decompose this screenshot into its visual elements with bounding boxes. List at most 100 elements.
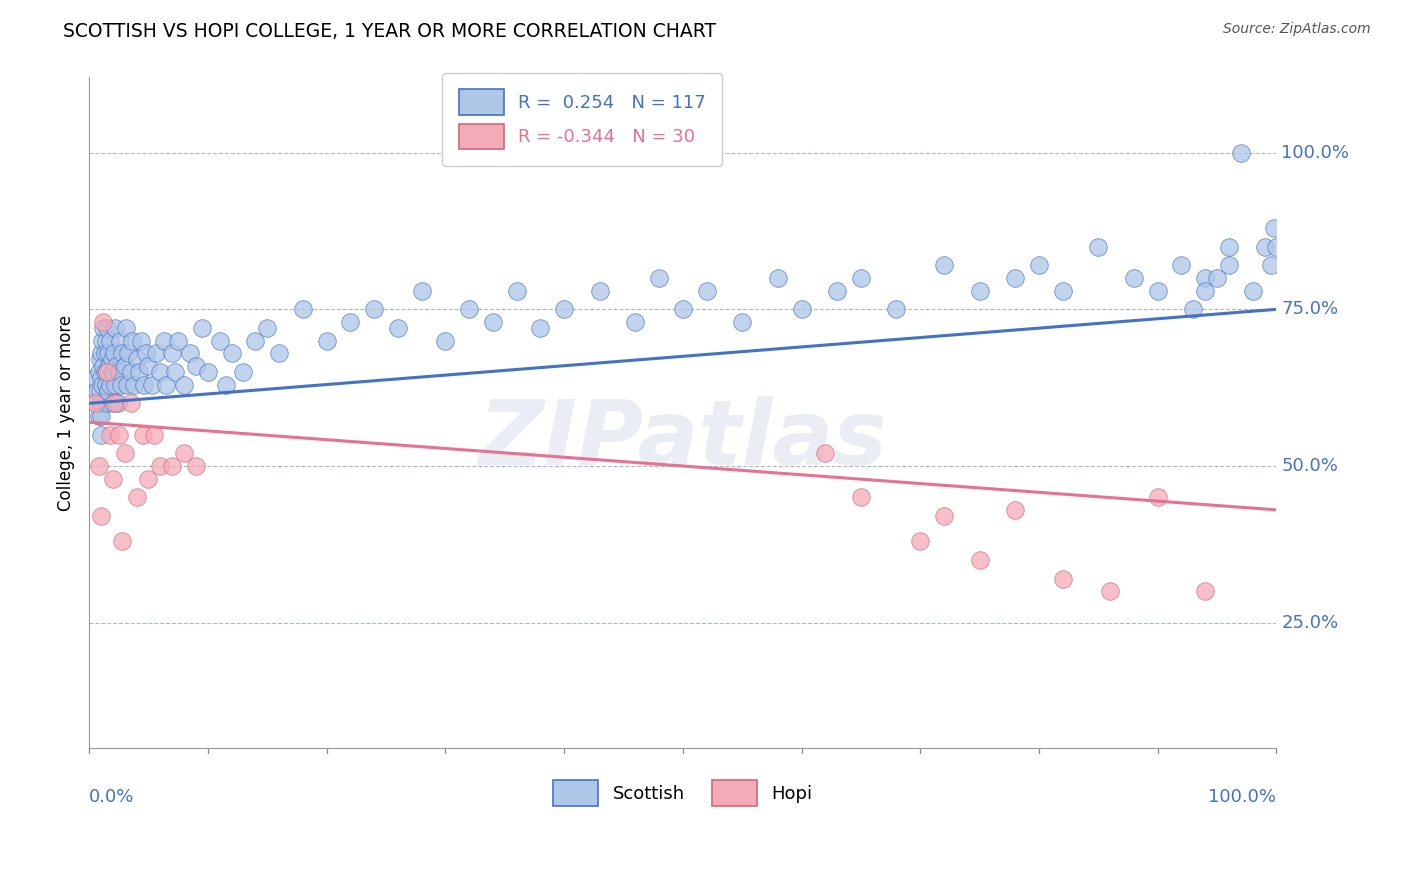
Point	[122, 377, 145, 392]
Point	[103, 346, 125, 360]
Point	[1241, 284, 1264, 298]
Point	[90, 396, 112, 410]
Point	[160, 458, 183, 473]
Point	[1182, 302, 1205, 317]
Point	[291, 302, 314, 317]
Point	[932, 259, 955, 273]
Text: 50.0%: 50.0%	[1281, 457, 1339, 475]
Point	[256, 321, 278, 335]
Point	[1206, 271, 1229, 285]
Point	[108, 334, 131, 348]
Point	[184, 359, 207, 373]
Point	[107, 396, 129, 410]
Point	[128, 365, 150, 379]
Point	[96, 321, 118, 335]
Point	[1260, 259, 1282, 273]
Point	[458, 302, 481, 317]
Point	[1004, 271, 1026, 285]
Point	[86, 384, 108, 398]
Point	[191, 321, 214, 335]
Point	[1253, 240, 1275, 254]
Point	[221, 346, 243, 360]
Point	[245, 334, 267, 348]
Point	[481, 315, 503, 329]
Point	[89, 384, 111, 398]
Point	[173, 446, 195, 460]
Point	[97, 384, 120, 398]
Point	[790, 302, 813, 317]
Point	[98, 359, 121, 373]
Text: Source: ZipAtlas.com: Source: ZipAtlas.com	[1223, 22, 1371, 37]
Y-axis label: College, 1 year or more: College, 1 year or more	[58, 315, 75, 511]
Point	[90, 409, 112, 423]
Point	[1099, 584, 1122, 599]
Point	[160, 346, 183, 360]
Point	[84, 371, 107, 385]
Point	[648, 271, 671, 285]
Point	[90, 427, 112, 442]
Point	[208, 334, 231, 348]
Point	[111, 534, 134, 549]
Point	[932, 509, 955, 524]
Point	[125, 352, 148, 367]
Point	[505, 284, 527, 298]
Point	[825, 284, 848, 298]
Point	[90, 371, 112, 385]
Point	[145, 346, 167, 360]
Point	[143, 427, 166, 442]
Point	[731, 315, 754, 329]
Point	[267, 346, 290, 360]
Point	[94, 377, 117, 392]
Point	[1052, 284, 1074, 298]
Point	[105, 359, 128, 373]
Point	[131, 334, 153, 348]
Point	[814, 446, 837, 460]
Point	[91, 321, 114, 335]
Point	[138, 471, 160, 485]
Point	[1087, 240, 1109, 254]
Point	[90, 346, 112, 360]
Point	[1218, 259, 1240, 273]
Point	[100, 352, 122, 367]
Point	[100, 427, 122, 442]
Point	[1194, 584, 1216, 599]
Text: ZIPatlas: ZIPatlas	[478, 395, 887, 483]
Point	[969, 553, 991, 567]
Point	[114, 359, 136, 373]
Point	[1263, 220, 1285, 235]
Point	[91, 334, 114, 348]
Point	[553, 302, 575, 317]
Point	[84, 396, 107, 410]
Point	[529, 321, 551, 335]
Point	[434, 334, 457, 348]
Point	[214, 377, 236, 392]
Point	[87, 458, 110, 473]
Point	[89, 352, 111, 367]
Point	[184, 458, 207, 473]
Point	[339, 315, 361, 329]
Point	[624, 315, 647, 329]
Point	[179, 346, 201, 360]
Point	[107, 365, 129, 379]
Point	[153, 334, 176, 348]
Point	[90, 509, 112, 524]
Point	[173, 377, 195, 392]
Point	[1146, 284, 1168, 298]
Point	[149, 458, 172, 473]
Point	[135, 346, 157, 360]
Point	[1218, 240, 1240, 254]
Point	[387, 321, 409, 335]
Point	[100, 334, 122, 348]
Point	[695, 284, 717, 298]
Point	[100, 377, 122, 392]
Point	[672, 302, 695, 317]
Point	[1170, 259, 1192, 273]
Point	[117, 346, 139, 360]
Point	[411, 284, 433, 298]
Point	[910, 534, 932, 549]
Point	[87, 365, 110, 379]
Text: 75.0%: 75.0%	[1281, 301, 1339, 318]
Point	[104, 396, 127, 410]
Text: 100.0%: 100.0%	[1209, 789, 1277, 806]
Legend: Scottish, Hopi: Scottish, Hopi	[546, 772, 820, 813]
